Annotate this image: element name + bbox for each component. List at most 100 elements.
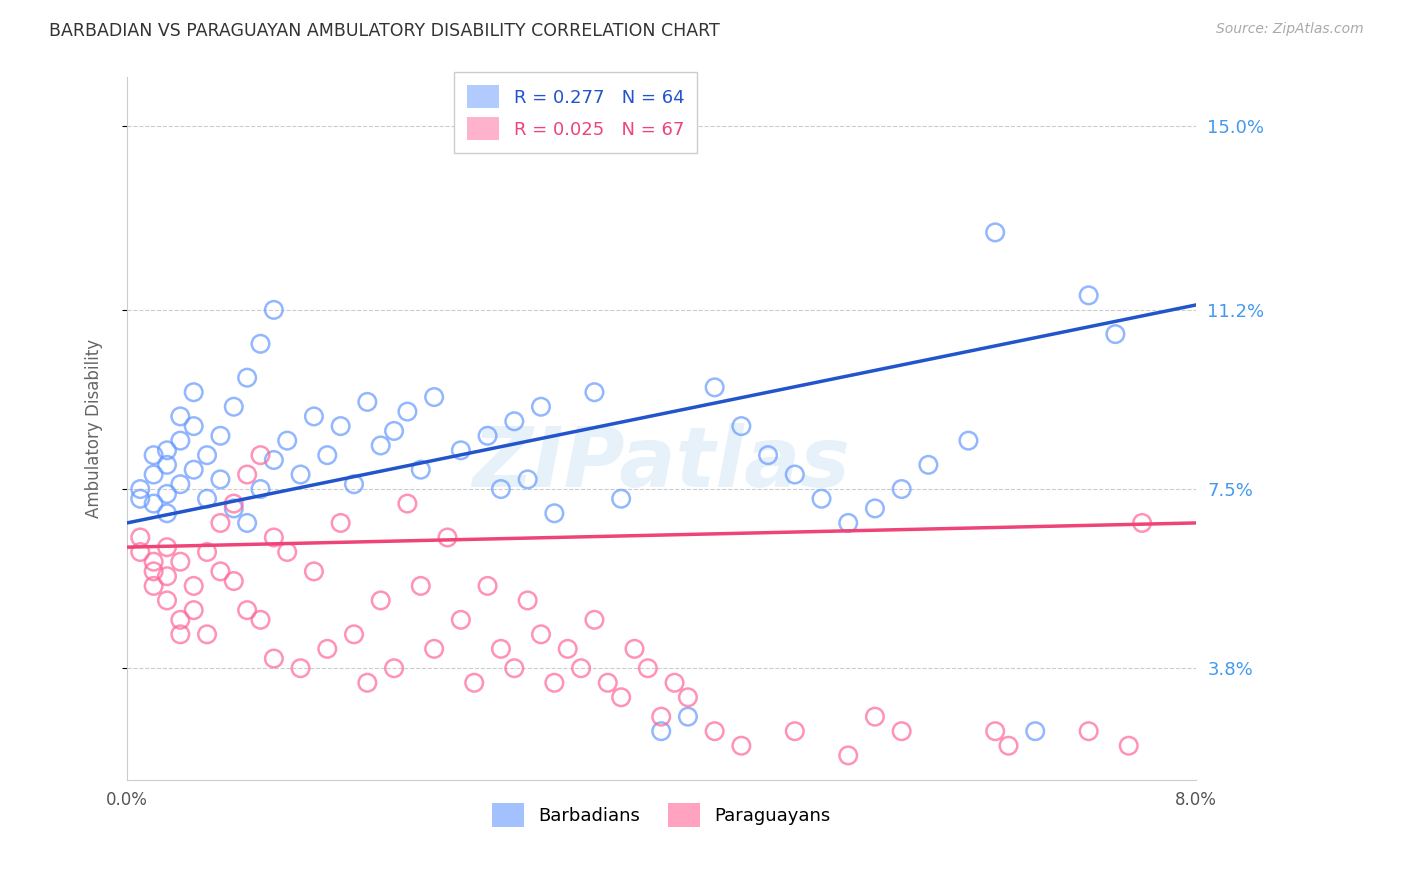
Point	[583, 385, 606, 400]
Point	[142, 565, 165, 579]
Text: ZIPatlas: ZIPatlas	[472, 423, 851, 504]
Point	[650, 724, 672, 739]
Point	[329, 516, 352, 530]
Point	[129, 482, 152, 496]
Point	[142, 467, 165, 482]
Point	[863, 709, 886, 723]
Point	[810, 491, 832, 506]
Point	[156, 487, 179, 501]
Point	[156, 506, 179, 520]
Point	[477, 429, 499, 443]
Point	[142, 448, 165, 462]
Point	[1104, 327, 1126, 342]
Point	[290, 467, 312, 482]
Point	[156, 540, 179, 554]
Point	[316, 448, 339, 462]
Point	[195, 545, 218, 559]
Point	[569, 661, 592, 675]
Point	[156, 593, 179, 607]
Point	[169, 555, 191, 569]
Point	[664, 675, 686, 690]
Point	[676, 690, 699, 705]
Point	[209, 565, 232, 579]
Point	[156, 458, 179, 472]
Legend: Barbadians, Paraguayans: Barbadians, Paraguayans	[485, 797, 838, 834]
Point	[169, 477, 191, 491]
Point	[129, 531, 152, 545]
Point	[169, 409, 191, 424]
Point	[316, 641, 339, 656]
Point	[703, 380, 725, 394]
Point	[263, 302, 285, 317]
Point	[209, 429, 232, 443]
Point	[183, 419, 205, 434]
Point	[516, 472, 538, 486]
Point	[1118, 739, 1140, 753]
Point	[530, 627, 553, 641]
Point	[409, 463, 432, 477]
Point	[276, 434, 298, 448]
Point	[610, 690, 633, 705]
Point	[276, 545, 298, 559]
Point	[343, 477, 366, 491]
Point	[236, 603, 259, 617]
Y-axis label: Ambulatory Disability: Ambulatory Disability	[86, 339, 103, 518]
Point	[263, 531, 285, 545]
Point	[222, 501, 245, 516]
Point	[637, 661, 659, 675]
Point	[209, 472, 232, 486]
Point	[183, 579, 205, 593]
Point	[169, 627, 191, 641]
Point	[984, 724, 1007, 739]
Point	[343, 627, 366, 641]
Point	[156, 443, 179, 458]
Point	[142, 497, 165, 511]
Point	[676, 709, 699, 723]
Point	[756, 448, 779, 462]
Point	[837, 748, 859, 763]
Point	[997, 739, 1019, 753]
Point	[183, 603, 205, 617]
Point	[222, 400, 245, 414]
Point	[129, 491, 152, 506]
Point	[477, 579, 499, 593]
Point	[984, 226, 1007, 240]
Point	[249, 336, 271, 351]
Point	[730, 419, 752, 434]
Point	[236, 516, 259, 530]
Point	[356, 395, 378, 409]
Point	[209, 516, 232, 530]
Point	[409, 579, 432, 593]
Point	[329, 419, 352, 434]
Point	[957, 434, 980, 448]
Point	[583, 613, 606, 627]
Point	[503, 414, 526, 428]
Point	[730, 739, 752, 753]
Point	[610, 491, 633, 506]
Point	[142, 579, 165, 593]
Point	[557, 641, 579, 656]
Point	[530, 400, 553, 414]
Text: Source: ZipAtlas.com: Source: ZipAtlas.com	[1216, 22, 1364, 37]
Point	[290, 661, 312, 675]
Point	[142, 555, 165, 569]
Point	[382, 424, 405, 438]
Point	[703, 724, 725, 739]
Point	[156, 569, 179, 583]
Point	[423, 390, 446, 404]
Point	[783, 724, 806, 739]
Point	[222, 497, 245, 511]
Point	[183, 463, 205, 477]
Point	[236, 467, 259, 482]
Point	[890, 482, 912, 496]
Point	[382, 661, 405, 675]
Point	[890, 724, 912, 739]
Point	[169, 434, 191, 448]
Point	[129, 545, 152, 559]
Point	[450, 443, 472, 458]
Point	[263, 453, 285, 467]
Point	[396, 497, 419, 511]
Point	[396, 404, 419, 418]
Point	[370, 438, 392, 452]
Point	[489, 641, 512, 656]
